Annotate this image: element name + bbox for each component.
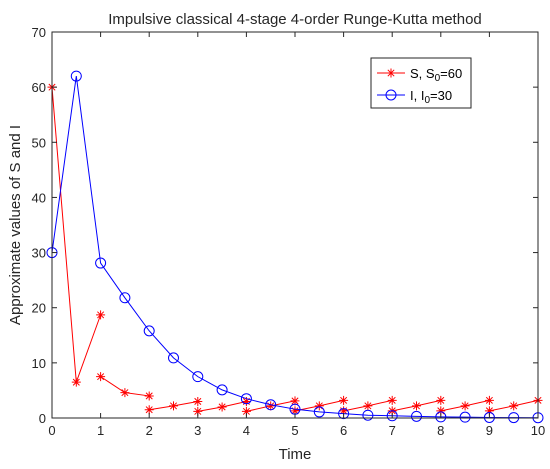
legend-label-sub-1: 0 (424, 95, 430, 106)
series-0-point-9-1 (509, 401, 519, 411)
series-1-point-0-4 (143, 325, 155, 337)
series-0-point-1-1 (120, 388, 130, 398)
series-0-point-5-1 (314, 401, 324, 411)
y-tick-label-1: 10 (32, 356, 46, 371)
x-tick-label-9: 9 (486, 423, 493, 438)
series-0-point-3-1 (217, 402, 227, 412)
series-0-point-5-0 (290, 406, 300, 416)
series-0-point-1-2 (144, 391, 154, 401)
series-0-point-4-1 (266, 401, 276, 411)
chart-title: Impulsive classical 4-stage 4-order Rung… (108, 11, 482, 28)
x-tick-label-7: 7 (389, 423, 396, 438)
series-0-point-9-0 (484, 406, 494, 416)
series-0-point-3-0 (193, 406, 203, 416)
series-0-point-7-1 (412, 401, 421, 411)
y-tick-label-3: 30 (32, 246, 46, 261)
x-tick-label-1: 1 (97, 423, 104, 438)
x-tick-label-3: 3 (194, 423, 201, 438)
series-0-point-4-0 (241, 406, 251, 416)
series-1-point-0-2 (95, 257, 107, 269)
series-1-point-0-9 (265, 399, 277, 411)
x-tick-label-8: 8 (437, 423, 444, 438)
series-0-point-8-1 (460, 401, 470, 411)
series-1-point-0-7 (216, 384, 228, 396)
series-1-point-0-15 (411, 410, 422, 422)
series-1-point-0-3 (119, 292, 131, 304)
series-layer (46, 70, 544, 424)
series-0-point-2-2 (193, 396, 203, 406)
legend-marker-1 (385, 89, 397, 101)
y-tick-label-4: 40 (32, 190, 46, 205)
series-1-point-0-5 (168, 352, 179, 364)
series-1 (46, 70, 544, 424)
series-0 (47, 82, 543, 416)
y-tick-label-7: 70 (32, 25, 46, 40)
legend: S, S0=60I, I0=30 (370, 57, 472, 109)
legend-label-main-0: S, S (410, 66, 435, 81)
series-0-point-7-2 (436, 395, 446, 405)
x-tick-label-6: 6 (340, 423, 347, 438)
series-1-point-0-12 (338, 408, 350, 420)
legend-box (370, 57, 472, 109)
series-1-point-0-18 (483, 411, 495, 423)
series-0-point-2-0 (144, 405, 154, 415)
series-1-point-0-13 (362, 409, 374, 421)
x-tick-label-0: 0 (48, 423, 55, 438)
series-0-point-0-2 (96, 310, 106, 320)
series-1-point-0-16 (435, 411, 447, 423)
series-0-point-6-0 (339, 406, 349, 416)
x-tick-label-5: 5 (291, 423, 298, 438)
series-0-point-6-2 (387, 395, 397, 405)
y-tick-label-6: 60 (32, 80, 46, 95)
legend-label-0: S, S0=60 (410, 66, 462, 84)
series-0-point-6-1 (363, 401, 373, 411)
legend-label-tail-0: =60 (440, 66, 462, 81)
y-tick-label-0: 0 (39, 411, 46, 426)
series-1-point-0-1 (70, 70, 82, 82)
y-tick-label-2: 20 (32, 301, 46, 316)
series-0-point-8-2 (484, 395, 494, 405)
axes-layer: 0 1 2 3 4 5 6 7 8 9 10 0 10 20 30 40 50 60 70 (32, 25, 546, 438)
legend-label-1: I, I0=30 (410, 88, 452, 106)
legend-label-tail-1: =30 (430, 88, 452, 103)
x-axis-title: Time (279, 446, 312, 463)
x-tick-label-10: 10 (531, 423, 545, 438)
x-tick-label-4: 4 (243, 423, 250, 438)
legend-label-main-1: I, I (410, 88, 424, 103)
x-tick-label-2: 2 (146, 423, 153, 438)
series-0-point-4-2 (290, 396, 300, 406)
series-1-point-0-11 (313, 406, 325, 418)
y-axis-title: Approximate values of S and I (7, 125, 24, 325)
y-tick-label-5: 50 (32, 135, 46, 150)
legend-label-sub-0: 0 (435, 73, 441, 84)
series-0-point-3-2 (241, 396, 251, 406)
series-0-point-5-2 (339, 395, 349, 405)
series-1-point-0-14 (386, 410, 398, 422)
series-1-point-0-17 (459, 411, 471, 423)
series-0-point-8-0 (436, 406, 446, 416)
series-1-line-0 (51, 76, 539, 419)
series-0-point-0-1 (71, 377, 81, 387)
legend-marker-0 (386, 68, 396, 78)
series-0-point-1-0 (96, 372, 106, 382)
series-0-point-2-1 (169, 401, 178, 411)
series-1-point-0-6 (192, 371, 204, 383)
series-1-point-0-8 (240, 393, 252, 405)
